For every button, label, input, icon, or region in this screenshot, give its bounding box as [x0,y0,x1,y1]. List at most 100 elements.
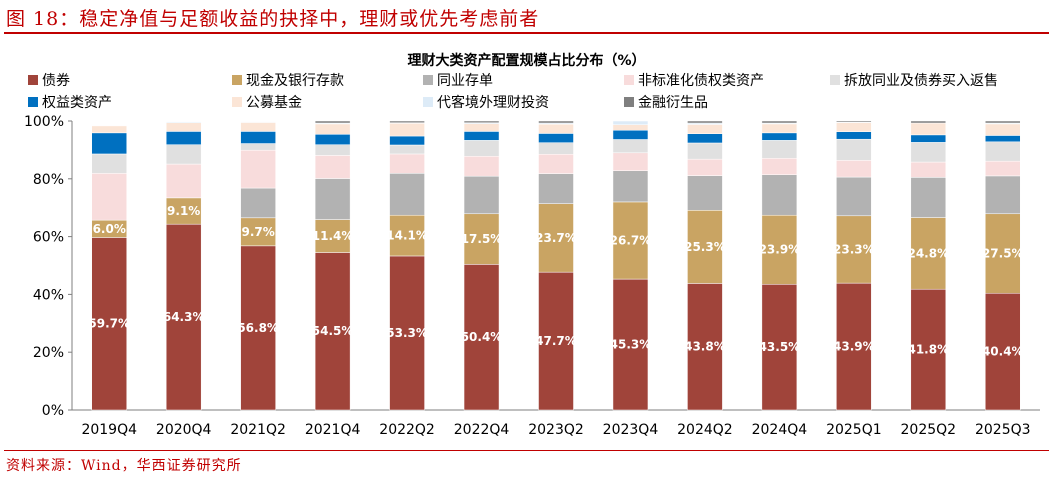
bar-segment [612,201,649,280]
x-tick-label: 2025Q1 [826,422,882,438]
bar-segment [538,133,574,143]
bar-segment [612,129,649,140]
bar-segment [240,187,276,219]
bar-segment [612,170,649,203]
data-label: 24.8% [907,246,949,260]
data-label: 23.3% [833,242,875,256]
x-tick-label: 2024Q2 [677,422,733,438]
bar-segment [463,175,500,215]
x-tick-label: 2021Q4 [305,422,361,438]
legend: 债券 现金及银行存款 同业存单 非标准化债权类资产 拆放同业及债券买入返售 权益类资产 公募… [28,70,1030,112]
legend-swatch [28,97,38,107]
bar-segment [538,173,574,204]
bar-segment [314,155,351,179]
bar-segment [240,149,276,189]
data-label: 43.8% [684,340,726,354]
bar-segment [761,132,798,141]
title-divider [4,32,1049,34]
legend-label: 公募基金 [246,95,302,111]
bar-segment [687,133,723,144]
figure-title: 图 18：稳定净值与足额收益的抉择中，理财或优先考虑前者 [6,8,540,30]
y-tick-label: 100% [24,114,64,130]
legend-swatch [232,75,242,85]
bar-segment [538,142,574,155]
bar-segment [687,210,723,284]
legend-label: 非标准化债权类资产 [638,73,764,89]
y-tick-label: 80% [33,172,64,188]
data-label: 53.3% [386,326,428,340]
bar-segment [389,214,425,257]
legend-label: 权益类资产 [42,95,112,111]
bar-segment [240,217,276,247]
bar-segment [389,120,425,123]
bar-segment [389,144,425,155]
bar-segment [985,120,1021,124]
legend-item: 权益类资产 [28,92,232,112]
bar-segment [836,122,872,132]
legend-label: 拆放同业及债券买入返售 [844,73,998,89]
bar-segment [687,120,723,124]
y-tick-label: 20% [33,345,64,361]
legend-swatch [423,75,433,85]
legend-swatch [232,97,242,107]
bar-segment [314,120,351,124]
bar-segment [761,174,798,216]
bar-segment [985,175,1021,215]
bar-segment [910,134,947,143]
bar-segment [985,213,1021,294]
x-tick-label: 2023Q2 [528,422,584,438]
stacked-bar-chart: 0% 20% 40% 60% 80% 100% 59.7% 6.0% 2019Q4 64.3% 9.… [24,114,1040,438]
bar-segment [389,135,425,146]
bar-segment [761,214,798,285]
x-tick-label: 2022Q2 [379,422,435,438]
bar-segment [165,131,202,145]
bar-segment [612,120,649,126]
bar-segment [836,138,872,161]
data-label: 14.1% [386,229,428,243]
bar-segment [910,288,947,411]
y-tick-label: 40% [33,287,64,303]
bar-segment [836,176,872,217]
x-tick-label: 2025Q3 [975,422,1031,438]
bar-segment [985,160,1021,177]
legend-label: 现金及银行存款 [246,73,344,89]
bar-segment [463,264,500,411]
data-label: 27.5% [982,247,1024,261]
bar-segment [910,142,947,163]
legend-swatch [423,97,433,107]
legend-label: 代客境外理财投资 [437,95,549,111]
bar-segment [538,153,574,174]
bar-segment [389,255,425,411]
bar-segment [985,123,1021,136]
bar-segment [165,163,202,199]
bar-segment [240,245,276,411]
bar-segment [836,282,872,411]
source-note: 资料来源：Wind，华西证券研究所 [6,458,242,474]
bar-segment [538,120,574,124]
bar-segment [985,141,1021,162]
data-label: 6.0% [93,222,126,236]
bar-segment [538,203,574,273]
data-label: 9.1% [167,204,200,218]
data-label: 9.7% [242,225,275,239]
data-label: 56.8% [237,321,279,335]
bar-segment [463,120,500,123]
bar-segment [612,124,649,131]
bar-segment [463,123,500,132]
bar-segment [612,139,649,154]
bar-segment [314,123,351,135]
bar-segment [314,178,351,220]
bar-segment [165,121,202,123]
legend-label: 金融衍生品 [638,95,708,111]
bar-segment [314,144,351,156]
bar-segment [91,132,127,155]
bar-segment [538,123,574,134]
data-label: 11.4% [312,229,354,243]
data-label: 43.9% [833,340,875,354]
bar-segment [240,143,276,151]
bar-segment [761,140,798,159]
data-label: 43.5% [759,340,801,354]
bar-segment [910,122,947,136]
x-tick-label: 2019Q4 [81,422,137,438]
bar-segment [761,284,798,411]
